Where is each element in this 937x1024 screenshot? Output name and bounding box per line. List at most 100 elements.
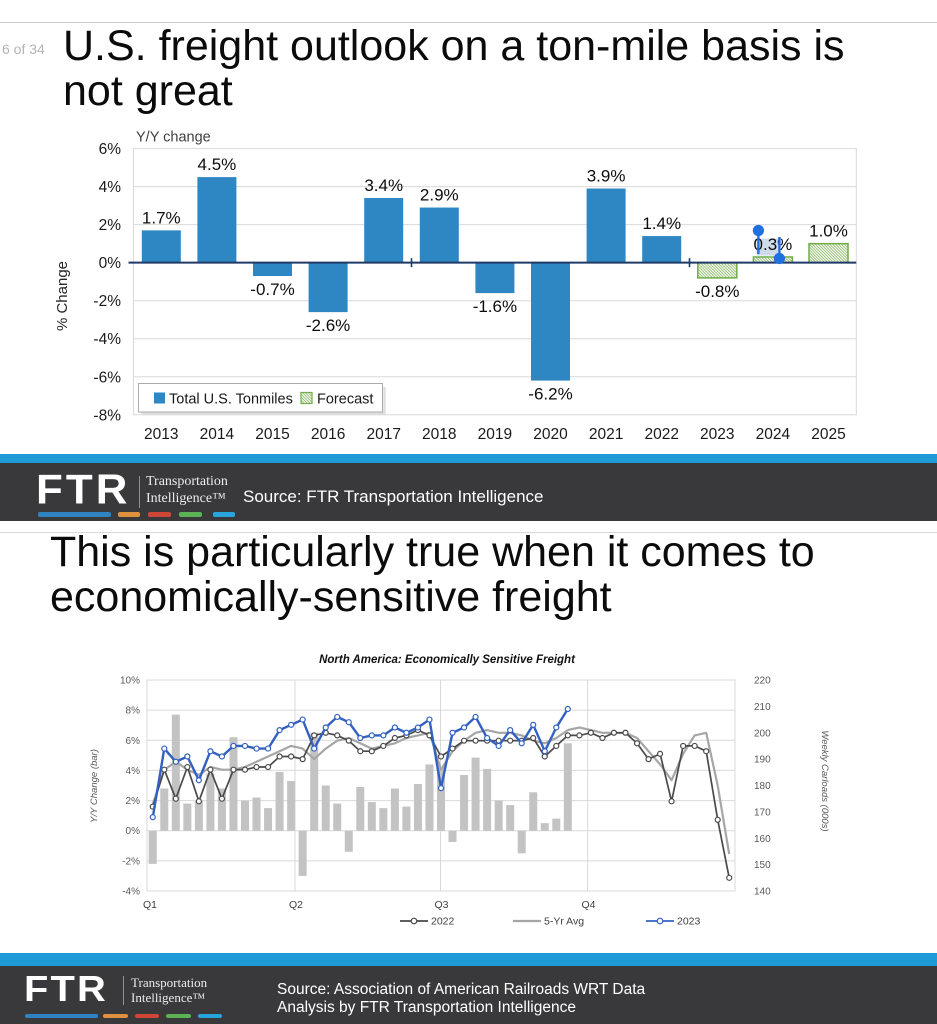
legend-box (138, 383, 383, 413)
slide1-top-border (0, 22, 937, 23)
series-2023-marker (195, 777, 202, 784)
weekly-bar (402, 806, 411, 831)
x-axis-label-2021: 2021 (589, 426, 623, 443)
series-2023-marker (276, 727, 283, 734)
series-2022-marker (368, 748, 375, 755)
y-axis-tick-label: 2% (99, 217, 122, 234)
slide2-source-line2: Analysis by FTR Transportation Intellige… (277, 999, 576, 1016)
slide-divider (0, 532, 937, 533)
series-2023-marker (403, 729, 410, 736)
logo-separator (139, 475, 140, 508)
selection-handle-start[interactable] (752, 224, 765, 237)
weekly-bar (275, 771, 284, 831)
series-2022-marker (207, 766, 214, 773)
logo-dash-4 (198, 1014, 222, 1018)
bar-data-label-2014: 4.5% (198, 155, 237, 174)
logo-separator (123, 976, 124, 1005)
legend-box-shadow (141, 387, 386, 415)
weekly-bar (241, 800, 249, 831)
weekly-bar (344, 830, 353, 852)
weekly-bar (413, 783, 422, 831)
right-axis-tick-label: 210 (754, 702, 771, 713)
footer-band (0, 463, 937, 521)
tonmile-bar-chart[interactable]: 6% 4% 2% 0% -2% -4% -6% -8% Y/Y change % Change 1.… (0, 125, 937, 452)
series-2022-marker (553, 742, 560, 750)
weekly-bar (471, 757, 480, 831)
x-axis-label-2016: 2016 (311, 426, 345, 443)
x-axis-label-Q1: Q1 (143, 899, 157, 911)
legend-label-2023: 2023 (677, 916, 701, 928)
y-axis-tick-label: -4% (93, 331, 121, 348)
right-axis-tick-label: 170 (754, 807, 771, 818)
bar-2014 (197, 177, 237, 263)
legend-label-tonmiles: Total U.S. Tonmiles (169, 392, 293, 408)
weekly-bar (437, 767, 445, 831)
x-axis-label-Q4: Q4 (581, 899, 595, 911)
series-5yravg-line (151, 726, 731, 855)
series-2022-marker (541, 753, 548, 760)
series-2023-marker (426, 716, 433, 723)
bar-data-label-2020: -6.2% (528, 385, 572, 404)
selection-handle-end[interactable] (773, 252, 786, 265)
y-axis-tick-label: 4% (99, 179, 122, 196)
series-2023-marker (472, 713, 479, 721)
series-2022-marker (656, 750, 664, 757)
x-axis-label-2014: 2014 (200, 426, 235, 443)
right-axis-tick-label: 180 (754, 781, 771, 792)
right-axis-tick-label: 140 (754, 887, 771, 898)
series-2022-marker (703, 748, 710, 755)
left-axis-tick-label: 0% (126, 826, 141, 837)
series-2022-marker (437, 753, 445, 760)
series-2023-marker (507, 727, 514, 734)
series-2023-marker (322, 724, 329, 731)
series-2023-marker (207, 748, 214, 755)
series-2023-marker (380, 732, 387, 739)
series-2023-marker (241, 742, 249, 750)
bar-data-label-2013: 1.7% (142, 208, 181, 227)
y-axis-tick-label: -2% (93, 293, 121, 310)
bar-data-label-2021: 3.9% (587, 167, 626, 186)
weekly-bar (171, 714, 180, 831)
series-2023-marker (391, 724, 398, 731)
page-indicator: 6 of 34 (2, 41, 45, 57)
bar-2019 (475, 262, 515, 294)
weekly-bar (483, 768, 492, 831)
weekly-bar (517, 830, 526, 854)
plot-border (146, 679, 736, 892)
logo-dash-0 (25, 1014, 98, 1018)
logo-dash-1 (103, 1014, 128, 1018)
legend-marker-2022 (410, 917, 418, 925)
series-2023-marker (495, 742, 502, 750)
series-2022-marker (726, 874, 733, 881)
series-2023-marker (149, 814, 156, 821)
series-2022-marker (507, 737, 514, 744)
right-axis-title: Weekly Carloads (000s) (819, 730, 830, 831)
weekly-bar (563, 743, 572, 831)
legend-swatch-tonmiles (154, 392, 165, 404)
weekly-bar (310, 732, 319, 831)
series-2022-marker (472, 737, 479, 744)
left-axis-tick-label: 6% (126, 736, 141, 747)
slide2-source-text: Source: Association of American Railroad… (277, 981, 645, 1017)
series-2023-marker (184, 753, 191, 760)
series-2022-marker (610, 729, 618, 736)
weekly-bar (287, 780, 296, 831)
x-axis-label-2015: 2015 (255, 426, 289, 443)
weekly-bar (448, 830, 457, 843)
bar-2017 (364, 198, 404, 263)
logo-tagline-line1: Transportation (146, 474, 228, 489)
right-axis-tick-label: 200 (754, 728, 771, 739)
chart1-legend[interactable]: Total U.S. Tonmiles Forecast (138, 383, 386, 415)
bar-forecast-2023 (697, 261, 738, 279)
series-2023-marker (218, 753, 226, 760)
series-2022-marker (311, 732, 318, 739)
y-axis-tick-label: -8% (93, 407, 121, 424)
series-2023-marker (460, 724, 468, 731)
bar-data-label-2025: 1.0% (809, 222, 848, 241)
footer-accent-stripe (0, 454, 937, 463)
series-2022-marker (691, 742, 698, 750)
logo-tagline: Transportation Intelligence™ (131, 975, 207, 1005)
x-axis-label-2020: 2020 (533, 426, 568, 443)
x-axis-label-2013: 2013 (144, 426, 178, 443)
chart1-y-axis-title: % Change (54, 261, 71, 331)
